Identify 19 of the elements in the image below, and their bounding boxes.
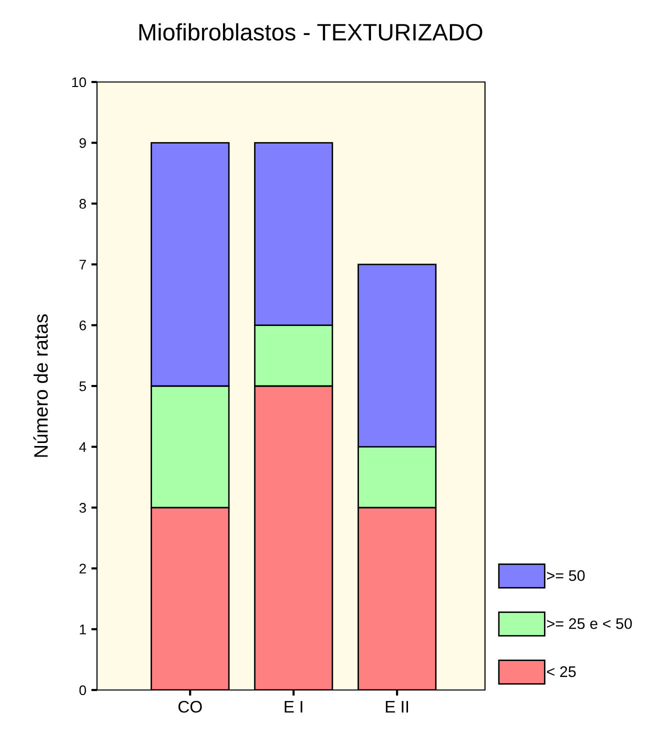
y-tick-label: 3 xyxy=(79,502,86,513)
y-tick-label: 6 xyxy=(80,320,86,330)
legend-label: < 25 xyxy=(546,666,576,678)
y-tick-label: 8 xyxy=(79,198,86,209)
y-tick-label: 10 xyxy=(72,77,86,88)
y-axis-title: Número de ratas xyxy=(33,314,48,457)
y-tick-label: 5 xyxy=(79,381,86,392)
y-tick-label: 4 xyxy=(79,442,86,452)
legend-label: >= 25 e < 50 xyxy=(546,618,632,630)
y-tick-label: 9 xyxy=(80,138,86,148)
y-tick-label: 1 xyxy=(80,624,86,634)
x-tick-label: E II xyxy=(386,701,408,712)
x-tick-label: E I xyxy=(284,701,302,712)
chart-title: Miofibroblastos - TEXTURIZADO xyxy=(139,23,482,41)
y-tick-label: 0 xyxy=(79,685,86,696)
legend-label: >= 50 xyxy=(546,570,585,581)
x-tick-label: CO xyxy=(178,700,202,713)
y-tick-label: 2 xyxy=(80,564,86,574)
y-tick-label: 7 xyxy=(80,260,86,270)
